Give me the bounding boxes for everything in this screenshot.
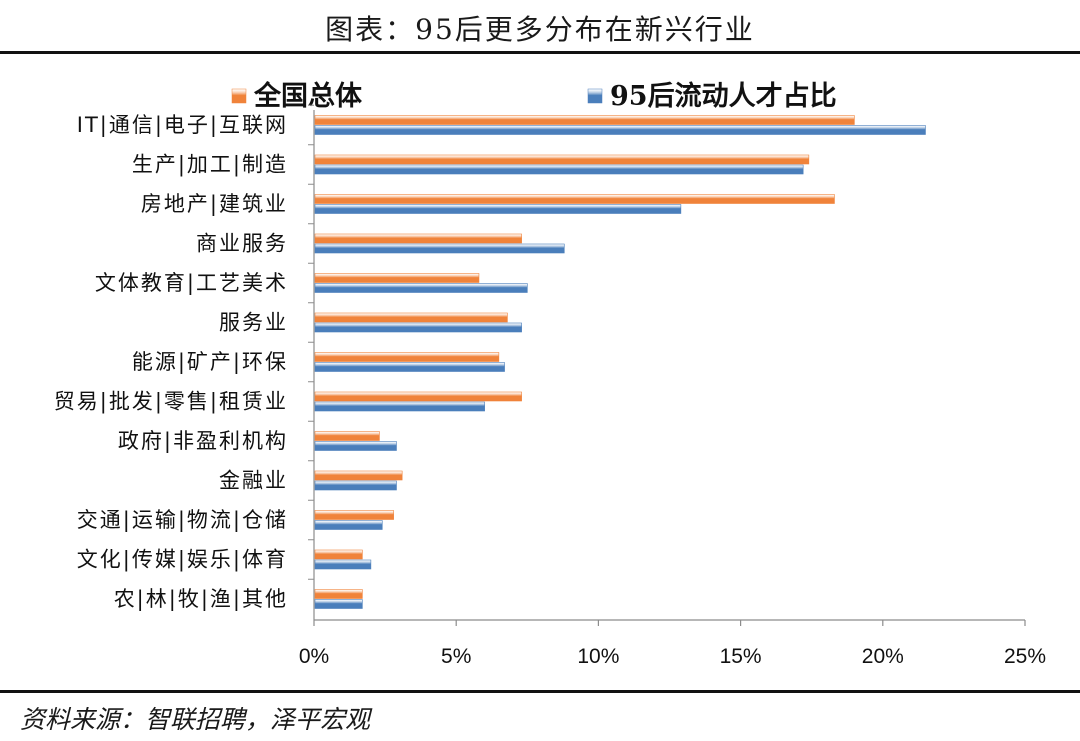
bar-series-2 — [314, 520, 383, 530]
bar-series-1 — [314, 273, 480, 283]
category-label: 政府|非盈利机构 — [118, 429, 288, 454]
legend-label-2: 95后流动人才占比 — [610, 81, 837, 112]
category-label: 贸易|批发|零售|租赁业 — [54, 390, 288, 415]
bar-series-2 — [314, 204, 682, 214]
x-tick-label: 10% — [577, 645, 619, 668]
bar-series-1 — [314, 115, 855, 125]
bar-series-2 — [314, 559, 372, 570]
legend-label-1: 全国总体 — [253, 80, 363, 112]
bar-series-2 — [314, 599, 363, 609]
category-label: 农|林|牧|渔|其他 — [114, 587, 288, 612]
x-tick-label: 15% — [720, 645, 762, 668]
bar-series-1 — [314, 194, 835, 204]
bar-series-2 — [314, 480, 397, 491]
bar-series-1 — [314, 431, 380, 441]
bar-series-1 — [314, 312, 508, 323]
bar-series-2 — [314, 283, 528, 293]
x-tick-label: 20% — [862, 645, 904, 668]
footer-rule — [0, 690, 1080, 693]
category-label: 文化|传媒|娱乐|体育 — [77, 548, 288, 573]
bar-series-2 — [314, 125, 926, 135]
bar-series-2 — [314, 441, 397, 451]
category-label: 服务业 — [219, 311, 288, 335]
category-label: 生产|加工|制造 — [132, 153, 288, 178]
legend-swatch-2 — [587, 88, 603, 104]
bar-chart: 全国总体 95后流动人才占比 0% 5% 10% 15% 20% 25% IT|通信|电子|互联… — [54, 80, 1046, 668]
bar-series-2 — [314, 401, 485, 412]
bar-series-1 — [314, 233, 522, 244]
bar-series-1 — [314, 154, 810, 165]
bar-series-1 — [314, 549, 363, 560]
category-label: 房地产|建筑业 — [141, 192, 288, 217]
bar-series-2 — [314, 164, 804, 175]
category-label: 金融业 — [219, 469, 288, 493]
category-label: 能源|矿产|环保 — [132, 350, 288, 375]
bar-series-1 — [314, 470, 403, 481]
bar-series-2 — [314, 243, 565, 254]
title-rule — [0, 51, 1080, 54]
x-tick-label: 25% — [1004, 645, 1046, 668]
legend-swatch-1 — [231, 88, 247, 104]
x-tick-label: 5% — [441, 645, 471, 668]
category-label: 文体教育|工艺美术 — [95, 271, 288, 296]
bar-series-2 — [314, 362, 505, 372]
bar-series-1 — [314, 589, 363, 599]
category-label: IT|通信|电子|互联网 — [77, 113, 288, 138]
category-label: 商业服务 — [196, 232, 288, 256]
source-note: 资料来源：智联招聘，泽平宏观 — [20, 705, 371, 734]
chart-title: 图表：95后更多分布在新兴行业 — [325, 13, 755, 46]
bar-series-1 — [314, 510, 394, 520]
bar-series-1 — [314, 391, 522, 402]
category-label: 交通|运输|物流|仓储 — [77, 508, 288, 533]
bar-series-1 — [314, 352, 500, 362]
x-tick-label: 0% — [299, 645, 329, 668]
bar-series-2 — [314, 322, 522, 333]
